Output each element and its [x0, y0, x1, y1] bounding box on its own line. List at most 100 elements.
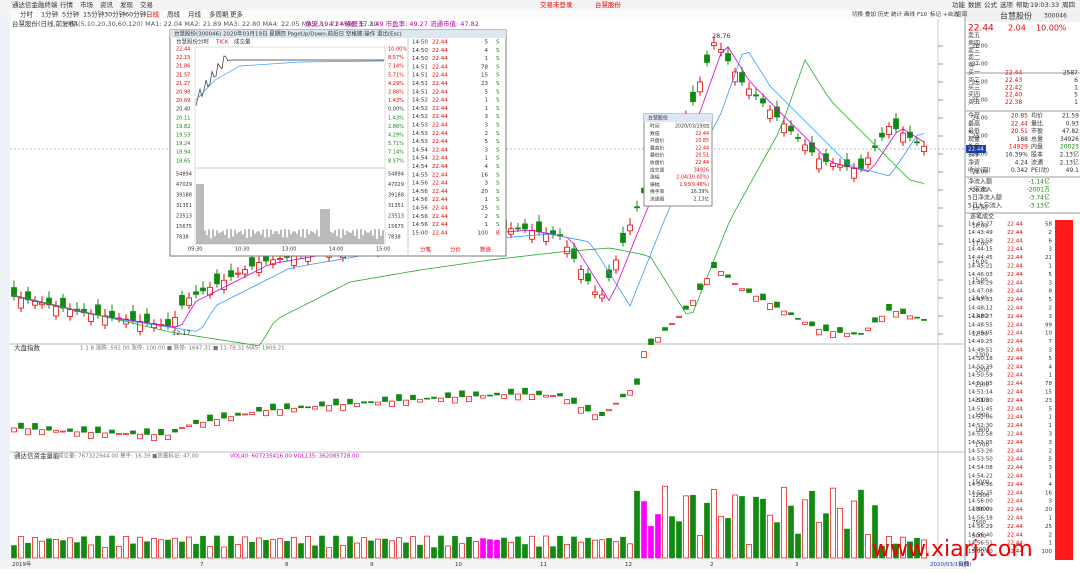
tick-list-price: 22.44 — [1007, 490, 1023, 496]
tick-price: 22.44 — [432, 164, 448, 170]
flow-label: 5日净流入额 — [968, 194, 1002, 202]
index-candle — [557, 393, 563, 397]
tick-list-volume: 4 — [1049, 364, 1053, 370]
tick-volume: 5 — [485, 89, 489, 95]
tick-side: S — [496, 81, 500, 87]
flow-value: -3.13亿 — [1028, 202, 1050, 210]
tick-side: S — [496, 156, 500, 162]
tick-list-time: 14:51:45 — [968, 406, 993, 412]
volume-bar — [291, 537, 297, 559]
index-candle — [662, 327, 668, 331]
tick-list-time: 14:43:27 — [968, 222, 993, 228]
popup-axis-label: 39188 — [176, 193, 192, 199]
stat-value: 34926 — [1060, 136, 1079, 143]
tick-list-price: 22.44 — [1007, 373, 1023, 379]
indicator-values: 1 1 8 涨跌: 592.00 涨停: 100.00 ■ 跌停: 1647.3… — [80, 344, 285, 352]
stock-name: 台慧股份 — [1000, 11, 1032, 21]
popup-axis-label: 4.29% — [388, 81, 404, 87]
index-candle — [137, 433, 143, 440]
tick-price: 22.44 — [432, 214, 448, 220]
tick-list-volume: 3 — [1049, 280, 1053, 286]
tick-list-time: 14:56:18 — [968, 516, 993, 522]
order-label: 买三 — [968, 83, 980, 91]
candle — [95, 304, 101, 316]
tick-time: 14:51 — [412, 81, 428, 87]
tick-list-time: 14:44:45 — [968, 255, 993, 261]
volume-bar — [578, 541, 584, 559]
tick-price: 22.44 — [432, 172, 448, 178]
tick-list-volume: 4 — [1049, 482, 1053, 488]
index-candle — [732, 283, 738, 285]
index-candle — [312, 406, 318, 410]
index-candle — [585, 404, 591, 412]
index-candle — [389, 400, 395, 408]
volume-bar — [494, 539, 500, 559]
volume-bar — [277, 538, 283, 559]
tick-time: 14:56 — [412, 222, 428, 228]
volume-bar — [851, 500, 857, 559]
order-price: 22.44 — [1005, 70, 1022, 77]
tick-list-time: 14:53:26 — [968, 448, 993, 454]
index-candle — [256, 407, 262, 412]
volume-name: 通达信资金量能 — [14, 451, 60, 460]
popup-axis-label: 20.40 — [176, 107, 190, 113]
popup-axis-label: 8.57% — [388, 158, 404, 164]
candle — [858, 158, 864, 169]
tick-list-price: 22.44 — [1007, 222, 1023, 228]
tick-list-time: 14:55:25 — [968, 490, 993, 496]
volume-bar — [46, 538, 52, 559]
tick-list-price: 22.44 — [1007, 541, 1023, 547]
tick-side: S — [496, 214, 500, 220]
tool-button: 历史 — [878, 10, 890, 18]
tick-side: S — [496, 172, 500, 178]
volume-bar — [382, 538, 388, 559]
date-label: 11 — [540, 562, 547, 568]
tick-side: B — [496, 230, 500, 236]
volume-bar — [627, 543, 633, 559]
tick-time: 14:54 — [412, 164, 428, 170]
tick-list-price: 22.44 — [1007, 516, 1023, 522]
tick-list-volume: 1 — [1049, 516, 1053, 522]
popup-axis-label: 21.57 — [176, 72, 190, 78]
candle — [564, 246, 570, 255]
low-annotation: 12.17 — [172, 329, 191, 337]
tick-list-volume: 1 — [1049, 264, 1053, 270]
date-label: 2 — [710, 562, 714, 568]
tick-list-volume: 8 — [1049, 289, 1053, 295]
tick-list-volume: 3 — [1049, 499, 1053, 505]
volume-bar — [641, 501, 647, 559]
price-axis-label: 16.00 — [972, 260, 988, 266]
tick-side: S — [496, 206, 500, 212]
tool-button: 切换 — [852, 10, 864, 18]
tick-time: 15:00 — [412, 230, 428, 236]
tick-list-volume: 5 — [1049, 272, 1053, 278]
index-candle — [438, 397, 444, 402]
flow-label: 大宗流入 — [968, 186, 992, 194]
index-candle — [718, 271, 724, 276]
index-candle — [522, 387, 528, 395]
popup-axis-label: 20.69 — [176, 98, 190, 104]
volume-ma: VOL40: 607235416.00 VOL135: 362085728.00 — [230, 454, 360, 460]
popup-stock: 台慧股份 — [176, 38, 199, 46]
date-label: 8 — [285, 562, 289, 568]
candle — [809, 142, 815, 153]
tool-button: 统计 — [891, 10, 903, 18]
tick-list-price: 22.44 — [1007, 499, 1023, 505]
indicator-axis-label: 2200 — [975, 368, 989, 374]
order-volume: 6 — [1074, 77, 1078, 84]
tick-list-time: 14:50:39 — [968, 364, 993, 370]
index-candle — [704, 278, 710, 286]
index-candle — [795, 317, 801, 320]
popup-axis-label: 0.00% — [388, 107, 404, 113]
tick-list-time: 14:45:21 — [968, 264, 993, 270]
tick-time: 14:56 — [412, 181, 428, 187]
candle — [193, 291, 199, 295]
candle — [725, 53, 731, 62]
index-candle — [333, 398, 339, 406]
price-axis-label: 15.00 — [972, 278, 988, 284]
index-candle — [837, 327, 843, 333]
volume-values: 成交量: 767322944.00 换手: 16.39 ■放量标记: 47.00 — [58, 452, 199, 460]
candle — [802, 144, 808, 152]
indicator-axis-label: 2300 — [975, 353, 989, 359]
price-axis-label: 22.00 — [972, 152, 988, 158]
